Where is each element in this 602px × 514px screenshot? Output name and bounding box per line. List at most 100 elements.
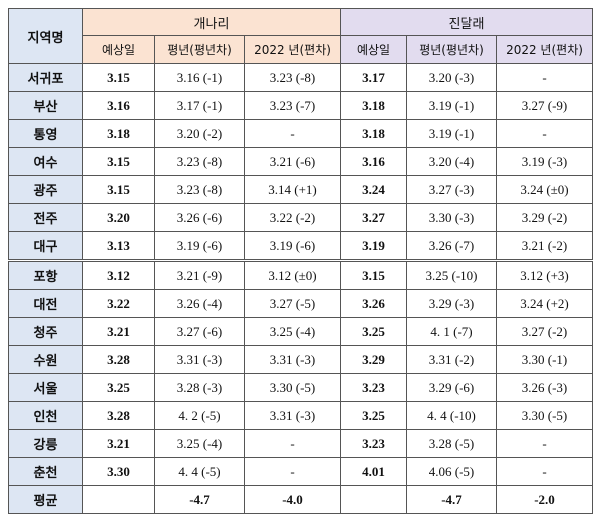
region-name: 전주 (8, 203, 83, 232)
azalea-2022-date: 3.24 (+2) (496, 289, 593, 318)
region-name: 강릉 (8, 429, 83, 458)
bloom-forecast-table: 지역명 개나리 진달래 예상일 평년(평년차) 2022 년(편차) 예상일 평… (8, 8, 593, 514)
forsythia-2022-header: 2022 년(편차) (244, 35, 341, 64)
average-forsythia-normal-diff: -4.7 (154, 485, 245, 514)
table-row: 전주 3.20 3.26 (-6) 3.22 (-2) 3.27 3.30 (-… (8, 203, 593, 232)
forsythia-normal-date: 3.17 (-1) (154, 91, 245, 120)
table-row: 대구 3.13 3.19 (-6) 3.19 (-6) 3.19 3.26 (-… (8, 231, 593, 261)
azalea-predicted-date: 3.17 (340, 63, 407, 92)
azalea-normal-date: 3.27 (-3) (406, 175, 497, 204)
region-name: 서귀포 (8, 63, 83, 92)
forsythia-normal-header: 평년(평년차) (154, 35, 245, 64)
region-name: 서울 (8, 373, 83, 402)
azalea-normal-date: 4.06 (-5) (406, 457, 497, 486)
forsythia-2022-date: 3.21 (-6) (244, 147, 341, 176)
average-azalea-predicted (340, 485, 407, 514)
table-row: 수원 3.28 3.31 (-3) 3.31 (-3) 3.29 3.31 (-… (8, 345, 593, 374)
region-name: 인천 (8, 401, 83, 430)
forsythia-2022-date: 3.23 (-8) (244, 63, 341, 92)
forsythia-2022-date: - (244, 429, 341, 458)
forsythia-group-header: 개나리 (82, 8, 341, 36)
azalea-predicted-date: 3.16 (340, 147, 407, 176)
azalea-normal-date: 3.25 (-10) (406, 259, 497, 290)
region-name: 여수 (8, 147, 83, 176)
forsythia-2022-date: - (244, 119, 341, 148)
forsythia-predicted-date: 3.12 (82, 259, 155, 290)
forsythia-predicted-date: 3.15 (82, 63, 155, 92)
forsythia-predicted-date: 3.21 (82, 317, 155, 346)
forsythia-predicted-header: 예상일 (82, 35, 155, 64)
average-azalea-normal-diff: -4.7 (406, 485, 497, 514)
azalea-normal-date: 3.20 (-4) (406, 147, 497, 176)
azalea-normal-date: 3.31 (-2) (406, 345, 497, 374)
average-row: 평균 -4.7 -4.0 -4.7 -2.0 (8, 485, 593, 514)
forsythia-normal-date: 3.16 (-1) (154, 63, 245, 92)
forsythia-normal-date: 3.27 (-6) (154, 317, 245, 346)
azalea-2022-date: - (496, 429, 593, 458)
azalea-predicted-date: 3.29 (340, 345, 407, 374)
forsythia-normal-date: 3.23 (-8) (154, 175, 245, 204)
forsythia-predicted-date: 3.22 (82, 289, 155, 318)
forsythia-normal-date: 4. 2 (-5) (154, 401, 245, 430)
forsythia-2022-date: 3.23 (-7) (244, 91, 341, 120)
azalea-predicted-date: 3.24 (340, 175, 407, 204)
forsythia-predicted-date: 3.30 (82, 457, 155, 486)
azalea-predicted-date: 3.25 (340, 401, 407, 430)
forsythia-2022-date: 3.14 (+1) (244, 175, 341, 204)
table-row: 청주 3.21 3.27 (-6) 3.25 (-4) 3.25 4. 1 (-… (8, 317, 593, 346)
table-row: 서귀포 3.15 3.16 (-1) 3.23 (-8) 3.17 3.20 (… (8, 63, 593, 92)
forsythia-normal-date: 3.25 (-4) (154, 429, 245, 458)
azalea-predicted-date: 3.19 (340, 231, 407, 261)
table-row: 춘천 3.30 4. 4 (-5) - 4.01 4.06 (-5) - (8, 457, 593, 486)
forsythia-2022-date: 3.31 (-3) (244, 401, 341, 430)
azalea-2022-header: 2022 년(편차) (496, 35, 593, 64)
azalea-normal-date: 3.28 (-5) (406, 429, 497, 458)
region-name: 광주 (8, 175, 83, 204)
azalea-2022-date: 3.27 (-2) (496, 317, 593, 346)
forsythia-predicted-date: 3.28 (82, 345, 155, 374)
azalea-2022-date: 3.30 (-1) (496, 345, 593, 374)
azalea-normal-date: 3.29 (-6) (406, 373, 497, 402)
azalea-predicted-date: 3.26 (340, 289, 407, 318)
azalea-predicted-date: 3.27 (340, 203, 407, 232)
azalea-2022-date: 3.19 (-3) (496, 147, 593, 176)
forsythia-2022-date: 3.31 (-3) (244, 345, 341, 374)
table-row: 통영 3.18 3.20 (-2) - 3.18 3.19 (-1) - (8, 119, 593, 148)
forsythia-normal-date: 3.23 (-8) (154, 147, 245, 176)
forsythia-normal-date: 4. 4 (-5) (154, 457, 245, 486)
forsythia-normal-date: 3.19 (-6) (154, 231, 245, 261)
forsythia-predicted-date: 3.21 (82, 429, 155, 458)
table-row: 대전 3.22 3.26 (-4) 3.27 (-5) 3.26 3.29 (-… (8, 289, 593, 318)
forsythia-normal-date: 3.21 (-9) (154, 259, 245, 290)
forsythia-predicted-date: 3.15 (82, 175, 155, 204)
region-name: 통영 (8, 119, 83, 148)
azalea-2022-date: - (496, 119, 593, 148)
azalea-predicted-date: 4.01 (340, 457, 407, 486)
table-row: 여수 3.15 3.23 (-8) 3.21 (-6) 3.16 3.20 (-… (8, 147, 593, 176)
average-forsythia-2022-diff: -4.0 (244, 485, 341, 514)
azalea-predicted-date: 3.23 (340, 373, 407, 402)
table-row: 인천 3.28 4. 2 (-5) 3.31 (-3) 3.25 4. 4 (-… (8, 401, 593, 430)
region-name: 청주 (8, 317, 83, 346)
region-name: 포항 (8, 259, 83, 290)
region-name: 수원 (8, 345, 83, 374)
region-name: 대구 (8, 231, 83, 261)
azalea-2022-date: 3.21 (-2) (496, 231, 593, 261)
forsythia-predicted-date: 3.16 (82, 91, 155, 120)
table-row: 서울 3.25 3.28 (-3) 3.30 (-5) 3.23 3.29 (-… (8, 373, 593, 402)
forsythia-predicted-date: 3.25 (82, 373, 155, 402)
azalea-normal-date: 4. 4 (-10) (406, 401, 497, 430)
forsythia-predicted-date: 3.18 (82, 119, 155, 148)
azalea-predicted-header: 예상일 (340, 35, 407, 64)
forsythia-2022-date: 3.25 (-4) (244, 317, 341, 346)
azalea-group-header: 진달래 (340, 8, 593, 36)
average-azalea-2022-diff: -2.0 (496, 485, 593, 514)
azalea-predicted-date: 3.15 (340, 259, 407, 290)
average-forsythia-predicted (82, 485, 155, 514)
azalea-normal-date: 3.29 (-3) (406, 289, 497, 318)
azalea-2022-date: 3.12 (+3) (496, 259, 593, 290)
table-body: 서귀포 3.15 3.16 (-1) 3.23 (-8) 3.17 3.20 (… (8, 63, 593, 514)
forsythia-predicted-date: 3.28 (82, 401, 155, 430)
forsythia-2022-date: 3.30 (-5) (244, 373, 341, 402)
azalea-2022-date: 3.24 (±0) (496, 175, 593, 204)
